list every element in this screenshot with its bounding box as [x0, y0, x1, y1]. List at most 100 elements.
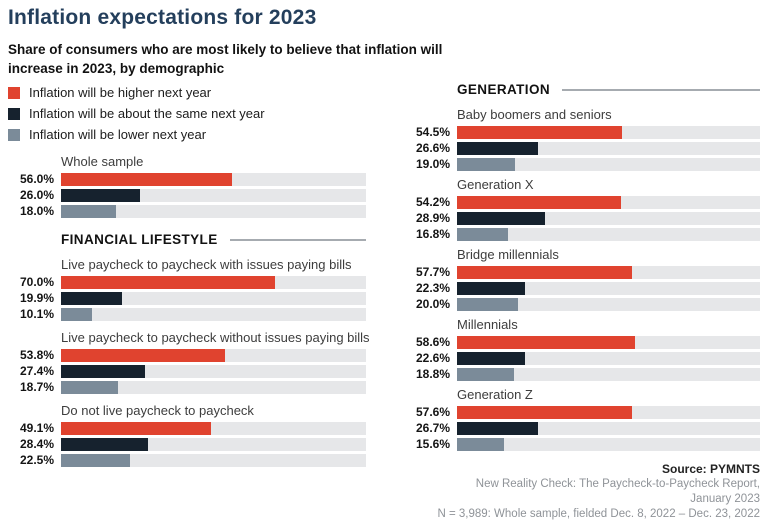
bar-track — [457, 158, 760, 171]
bar — [61, 381, 119, 394]
bar-row: 10.1% — [8, 308, 366, 321]
bar-row: 54.5% — [404, 126, 760, 139]
right-sections: GENERATION Baby boomers and seniors 54.5% 2… — [404, 82, 760, 451]
bar — [61, 365, 145, 378]
bar-row: 28.9% — [404, 212, 760, 225]
source-note: N = 3,989: Whole sample, fielded Dec. 8,… — [437, 508, 760, 520]
bar-track — [457, 142, 760, 155]
bar-row: 56.0% — [8, 173, 366, 186]
legend-swatch — [8, 86, 20, 99]
section-header: GENERATION — [404, 82, 760, 97]
bar-row: 22.6% — [404, 352, 760, 365]
bar-row: 22.5% — [8, 454, 366, 467]
value-label: 26.6% — [415, 141, 450, 155]
bar-row: 20.0% — [404, 298, 760, 311]
source-note: January 2023 — [690, 493, 760, 505]
value-label: 26.0% — [19, 188, 54, 202]
group-label: Millennials — [457, 317, 518, 332]
group-label: Generation X — [457, 177, 534, 192]
bar — [457, 336, 635, 349]
bar-row: 26.0% — [8, 189, 366, 202]
bar-row: 15.6% — [404, 438, 760, 451]
group-label: Whole sample — [61, 154, 144, 169]
bar-group: Do not live paycheck to paycheck 49.1% 28.… — [8, 403, 366, 467]
subtitle: Share of consumers who are most likely t… — [8, 42, 443, 76]
bar — [457, 126, 623, 139]
bar-track — [457, 406, 760, 419]
group-label: Live paycheck to paycheck with issues pa… — [61, 257, 352, 272]
bar-row: 18.8% — [404, 368, 760, 381]
value-label: 58.6% — [415, 335, 450, 349]
bar-track — [61, 422, 366, 435]
bar — [457, 438, 505, 451]
group-label: Generation Z — [457, 387, 533, 402]
bar-track — [61, 454, 366, 467]
bar — [61, 205, 116, 218]
value-label: 20.0% — [415, 297, 450, 311]
source-block: Source: PYMNTS New Reality Check: The Pay… — [404, 461, 760, 522]
bar-row: 49.1% — [8, 422, 366, 435]
bar — [457, 158, 515, 171]
group-label: Bridge millennials — [457, 247, 559, 262]
bar — [457, 266, 632, 279]
value-label: 57.7% — [415, 265, 450, 279]
bar-row: 18.7% — [8, 381, 366, 394]
bar-track — [457, 352, 760, 365]
value-label: 22.5% — [19, 453, 54, 467]
left-column: Inflation will be higher next year Inflat… — [8, 82, 370, 522]
value-label: 18.7% — [19, 380, 54, 394]
bar-track — [457, 266, 760, 279]
bar — [61, 454, 130, 467]
bar-group: Generation Z 57.6% 26.7% 15.6% — [404, 387, 760, 451]
bar-row: 53.8% — [8, 349, 366, 362]
bar-row: 26.6% — [404, 142, 760, 155]
bar-row: 28.4% — [8, 438, 366, 451]
value-label: 16.8% — [415, 227, 450, 241]
bar — [61, 308, 92, 321]
bar — [61, 276, 275, 289]
value-label: 22.3% — [415, 281, 450, 295]
bar-row: 58.6% — [404, 336, 760, 349]
bar-track — [457, 438, 760, 451]
value-label: 49.1% — [19, 421, 54, 435]
source-note: New Reality Check: The Paycheck-to-Paych… — [475, 478, 760, 490]
bar — [457, 142, 538, 155]
value-label: 54.5% — [415, 125, 450, 139]
value-label: 26.7% — [415, 421, 450, 435]
page-title: Inflation expectations for 2023 — [8, 6, 317, 29]
bar-group: Generation X 54.2% 28.9% 16.8% — [404, 177, 760, 241]
bar-track — [457, 228, 760, 241]
legend-item: Inflation will be lower next year — [8, 128, 366, 141]
bar — [457, 196, 622, 209]
legend-item-label: Inflation will be lower next year — [29, 127, 207, 142]
legend-item-label: Inflation will be about the same next ye… — [29, 106, 265, 121]
value-label: 19.9% — [19, 291, 54, 305]
bar-row: 70.0% — [8, 276, 366, 289]
bar-row: 16.8% — [404, 228, 760, 241]
group-label: Live paycheck to paycheck without issues… — [61, 330, 370, 345]
bar-track — [61, 438, 366, 451]
source-attribution: Source: PYMNTS — [661, 462, 760, 476]
value-label: 56.0% — [19, 172, 54, 186]
value-label: 18.8% — [415, 367, 450, 381]
group-label: Do not live paycheck to paycheck — [61, 403, 254, 418]
bar-group: Live paycheck to paycheck with issues pa… — [8, 257, 366, 321]
value-label: 15.6% — [415, 437, 450, 451]
legend-swatch — [8, 107, 20, 120]
bar-track — [61, 365, 366, 378]
bar-track — [457, 196, 760, 209]
value-label: 53.8% — [19, 348, 54, 362]
bar-track — [457, 336, 760, 349]
bar — [61, 422, 211, 435]
section-rule — [229, 238, 366, 241]
section-header-label: FINANCIAL LIFESTYLE — [61, 232, 218, 247]
bar-row: 57.6% — [404, 406, 760, 419]
group-label: Baby boomers and seniors — [457, 107, 612, 122]
bar — [61, 173, 232, 186]
left-sections: Whole sample 56.0% 26.0% 18.0% FINANCIAL LIF… — [8, 154, 370, 467]
bar — [457, 406, 632, 419]
bar — [61, 349, 226, 362]
bar-row: 18.0% — [8, 205, 366, 218]
bar-track — [61, 173, 366, 186]
